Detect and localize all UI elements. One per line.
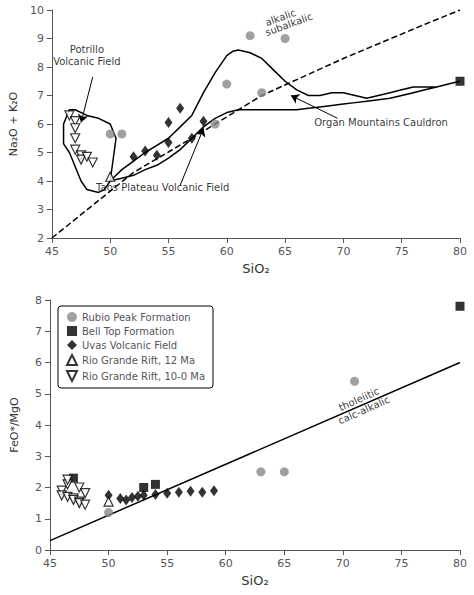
svg-text:SiO₂: SiO₂ [242, 261, 269, 276]
svg-text:8: 8 [37, 61, 44, 74]
svg-text:3: 3 [35, 450, 42, 463]
svg-text:50: 50 [102, 557, 116, 570]
svg-text:Bell Top Formation: Bell Top Formation [82, 326, 174, 337]
svg-text:2: 2 [37, 232, 44, 245]
svg-text:7: 7 [37, 89, 44, 102]
svg-text:Taos Plateau Volcanic Field: Taos Plateau Volcanic Field [95, 182, 229, 193]
svg-text:Rio Grande Rift, 12 Ma: Rio Grande Rift, 12 Ma [82, 355, 195, 366]
svg-text:55: 55 [161, 245, 175, 258]
svg-text:Na₂O + K₂O: Na₂O + K₂O [7, 91, 20, 156]
svg-text:5: 5 [37, 146, 44, 159]
svg-text:60: 60 [220, 245, 234, 258]
svg-text:FeO*/MgO: FeO*/MgO [8, 397, 21, 453]
svg-text:10: 10 [30, 4, 44, 17]
svg-text:5: 5 [35, 387, 42, 400]
svg-text:45: 45 [43, 557, 57, 570]
svg-text:4: 4 [35, 419, 42, 432]
svg-text:Potrillo: Potrillo [70, 44, 104, 55]
svg-text:Rubio Peak Formation: Rubio Peak Formation [82, 312, 191, 323]
svg-text:SiO₂: SiO₂ [241, 573, 268, 588]
svg-text:Organ Mountains Cauldron: Organ Mountains Cauldron [314, 117, 448, 128]
svg-text:2: 2 [35, 481, 42, 494]
svg-text:70: 70 [336, 557, 350, 570]
svg-text:70: 70 [336, 245, 350, 258]
svg-text:8: 8 [35, 294, 42, 307]
svg-text:60: 60 [219, 557, 233, 570]
svg-text:7: 7 [35, 325, 42, 338]
svg-text:Volcanic Field: Volcanic Field [53, 56, 120, 67]
svg-text:Rio Grande Rift, 10-0 Ma: Rio Grande Rift, 10-0 Ma [82, 371, 205, 382]
svg-text:0: 0 [35, 544, 42, 557]
svg-text:4: 4 [37, 175, 44, 188]
svg-text:6: 6 [35, 356, 42, 369]
svg-text:75: 75 [394, 557, 408, 570]
svg-text:55: 55 [160, 557, 174, 570]
svg-text:9: 9 [37, 32, 44, 45]
svg-text:6: 6 [37, 118, 44, 131]
svg-text:45: 45 [45, 245, 59, 258]
svg-text:tholeiitic: tholeiitic [337, 385, 381, 413]
svg-text:65: 65 [277, 557, 291, 570]
svg-text:65: 65 [278, 245, 292, 258]
svg-text:50: 50 [103, 245, 117, 258]
svg-text:75: 75 [395, 245, 409, 258]
svg-text:1: 1 [35, 512, 42, 525]
svg-text:Uvas Volcanic Field: Uvas Volcanic Field [82, 340, 177, 351]
svg-text:calc-alkalic: calc-alkalic [336, 394, 391, 427]
svg-text:80: 80 [453, 245, 467, 258]
svg-text:3: 3 [37, 203, 44, 216]
svg-text:subalkalic: subalkalic [264, 11, 314, 38]
svg-text:80: 80 [453, 557, 467, 570]
